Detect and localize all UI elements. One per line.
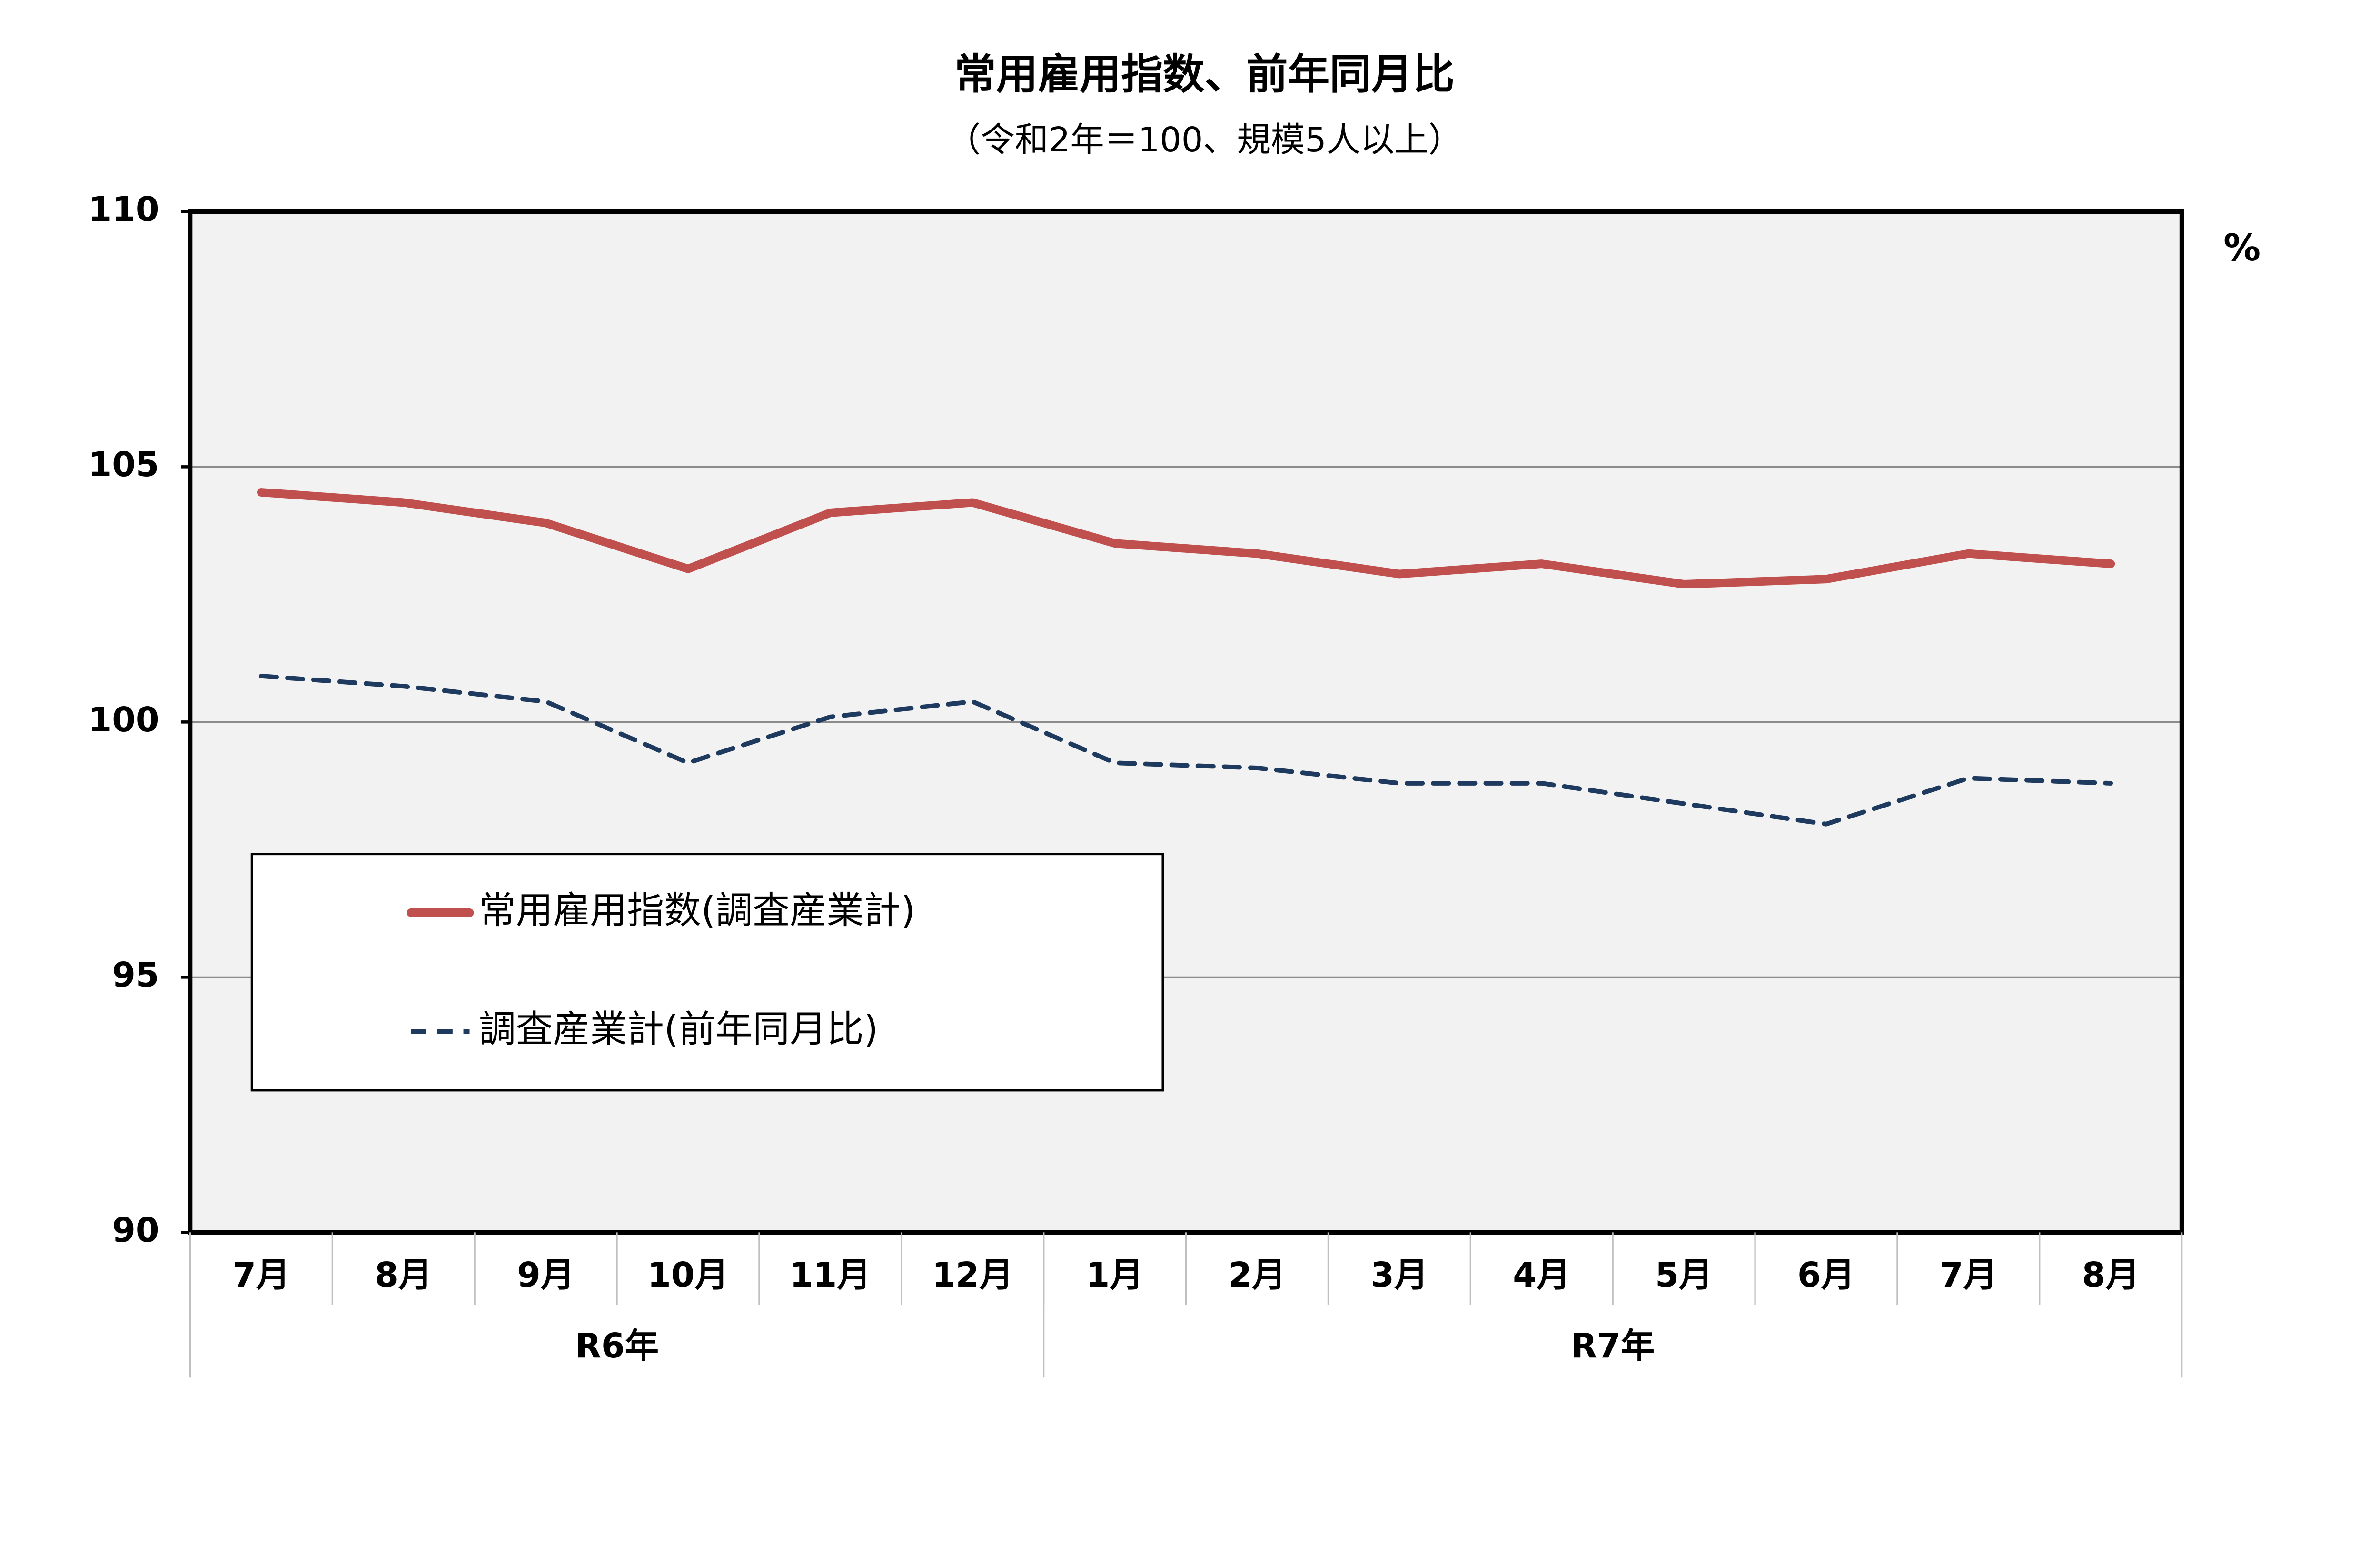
legend-label: 常用雇用指数(調査産業計) xyxy=(479,889,915,932)
x-tick-label: 4月 xyxy=(1513,1255,1570,1295)
series-line xyxy=(259,674,2113,827)
x-tick-label: 5月 xyxy=(1655,1255,1713,1295)
y-tick-label: 95 xyxy=(112,955,159,995)
x-tick-label: 11月 xyxy=(790,1255,871,1295)
chart-subtitle: （令和2年＝100、規模5人以上） xyxy=(947,120,1462,160)
y-tick-label: 110 xyxy=(89,190,159,229)
unit-label: % xyxy=(2223,227,2261,269)
x-tick-label: 7月 xyxy=(232,1255,290,1295)
y-tick-label: 90 xyxy=(112,1210,159,1250)
y-tick-label: 105 xyxy=(89,445,159,484)
series-line xyxy=(257,488,2115,588)
group-label: R7年 xyxy=(1571,1326,1655,1366)
x-tick-label: 10月 xyxy=(647,1255,729,1295)
x-tick-label: 3月 xyxy=(1370,1255,1428,1295)
x-tick-label: 8月 xyxy=(375,1255,432,1295)
x-tick-label: 7月 xyxy=(1940,1255,1997,1295)
x-tick-label: 2月 xyxy=(1228,1255,1286,1295)
legend-label: 調査産業計(前年同月比) xyxy=(479,1008,878,1051)
chart-title: 常用雇用指数、前年同月比 xyxy=(954,50,1455,99)
y-tick-label: 100 xyxy=(89,700,159,739)
x-tick-label: 8月 xyxy=(2082,1255,2140,1295)
legend-box xyxy=(250,853,1164,1092)
group-label: R6年 xyxy=(575,1326,659,1366)
x-tick-label: 1月 xyxy=(1086,1255,1144,1295)
x-tick-label: 9月 xyxy=(517,1255,575,1295)
x-tick-label: 6月 xyxy=(1797,1255,1855,1295)
x-tick-label: 12月 xyxy=(932,1255,1013,1295)
